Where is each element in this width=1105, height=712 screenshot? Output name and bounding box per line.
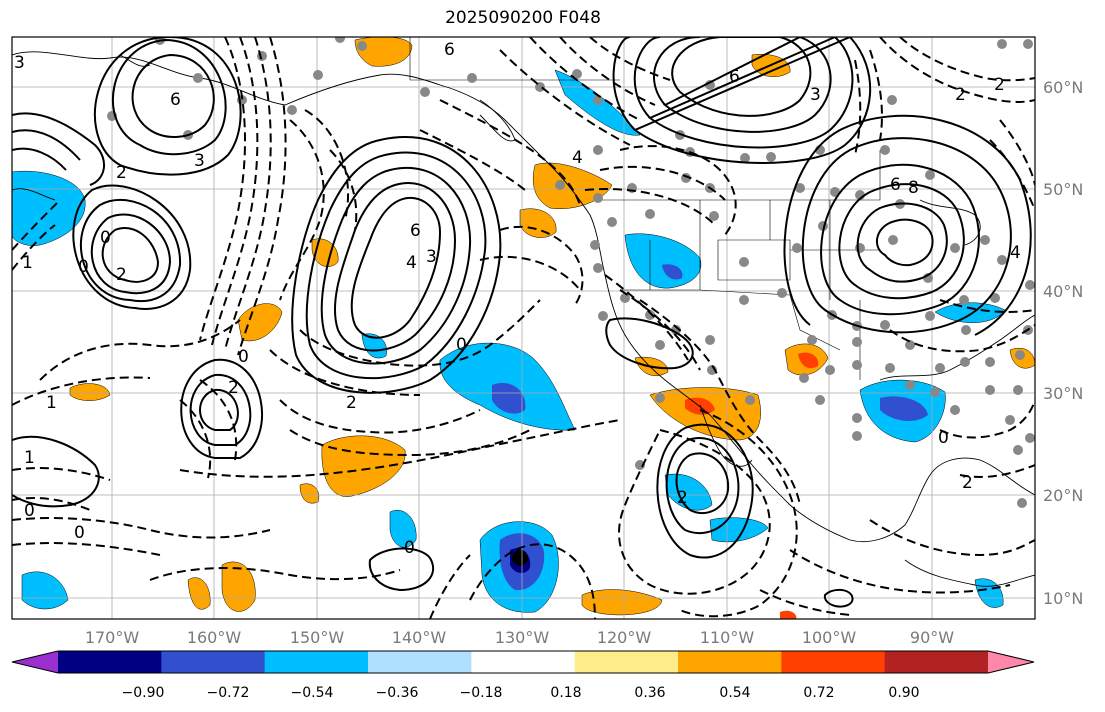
lat-label: 50°N [1043,180,1083,199]
colorbar-ticks: −0.90 −0.72 −0.54 −0.36 −0.18 0.18 0.36 … [122,685,920,701]
colorbar-segment [575,651,679,673]
longitude-labels: 170°W 160°W 150°W 140°W 130°W 120°W 110°… [85,628,954,647]
latitude-labels: 60°N 50°N 40°N 30°N 20°N 10°N [1043,78,1083,608]
colorbar-segment [265,651,369,673]
lon-label: 90°W [910,628,954,647]
colorbar-tick-label: −0.36 [376,685,419,701]
contour-label: 3 [14,53,25,73]
black-dot [512,550,528,566]
lat-label: 10°N [1043,589,1083,608]
colorbar-segment [885,651,989,673]
lon-label: 160°W [187,628,242,647]
lat-label: 30°N [1043,384,1083,403]
contour-label: 4 [406,253,417,273]
colorbar-extend-low [12,651,58,673]
colorbar-segment [678,651,782,673]
contour-label: 6 [170,90,181,110]
lon-label: 130°W [495,628,550,647]
lon-label: 170°W [85,628,140,647]
lat-label: 60°N [1043,78,1083,97]
contour-label: 1 [46,393,57,413]
lon-label: 140°W [392,628,447,647]
contour-label: 2 [228,378,239,398]
colorbar-tick-label: 0.90 [888,685,919,701]
colorbar-segment [161,651,265,673]
contour-label: 4 [1010,243,1021,263]
colorbar-tick-label: 0.36 [634,685,665,701]
lat-label: 20°N [1043,486,1083,505]
lon-label: 120°W [597,628,652,647]
colorbar-extend-high [988,651,1034,673]
lon-label: 100°W [802,628,857,647]
lon-label: 110°W [700,628,755,647]
colorbar-tick-label: 0.72 [803,685,834,701]
contour-label: 6 [410,221,421,241]
contour-label: 0 [404,538,415,558]
contour-label: 0 [24,501,35,521]
colorbar-tick-label: −0.54 [291,685,334,701]
colorbar-tick-label: −0.72 [207,685,250,701]
colorbar-segment [368,651,472,673]
colorbar-segment [471,651,575,673]
contour-label: 2 [955,85,966,105]
contour-label: 6 [444,40,455,60]
contour-label: 0 [78,257,89,277]
colorbar-tick-label: 0.54 [719,685,750,701]
colorbar-segment [781,651,885,673]
contour-label: 6 [729,67,740,87]
contour-label: 2 [116,163,127,183]
colorbar: −0.90 −0.72 −0.54 −0.36 −0.18 0.18 0.36 … [12,651,1034,701]
contour-label: 2 [994,75,1005,95]
contour-label: 3 [426,247,437,267]
lat-label: 40°N [1043,282,1083,301]
contour-label: 2 [116,265,127,285]
contour-label: 0 [74,523,85,543]
contour-label: 3 [810,85,821,105]
contour-label: 1 [22,253,33,273]
contour-label: 0 [238,347,249,367]
contour-label: 3 [194,151,205,171]
colorbar-tick-label: −0.18 [460,685,503,701]
contour-label: 2 [962,473,973,493]
colorbar-tick-label: 0.18 [550,685,581,701]
colorbar-segment [58,651,162,673]
contour-label: 6 [890,175,901,195]
lon-label: 150°W [290,628,345,647]
contour-label: 8 [908,178,919,198]
contour-label: 2 [677,488,688,508]
colorbar-tick-label: −0.90 [122,685,165,701]
contour-label: 0 [456,335,467,355]
forecast-map: 3 6 3 2 0 2 0 1 1 0 6 4 3 0 2 2 6 4 6 3 … [0,0,1105,712]
contour-label: 0 [938,428,949,448]
contour-label: 4 [572,148,583,168]
contour-label: 0 [100,228,111,248]
contour-label: 1 [24,448,35,468]
contour-label: 2 [346,393,357,413]
